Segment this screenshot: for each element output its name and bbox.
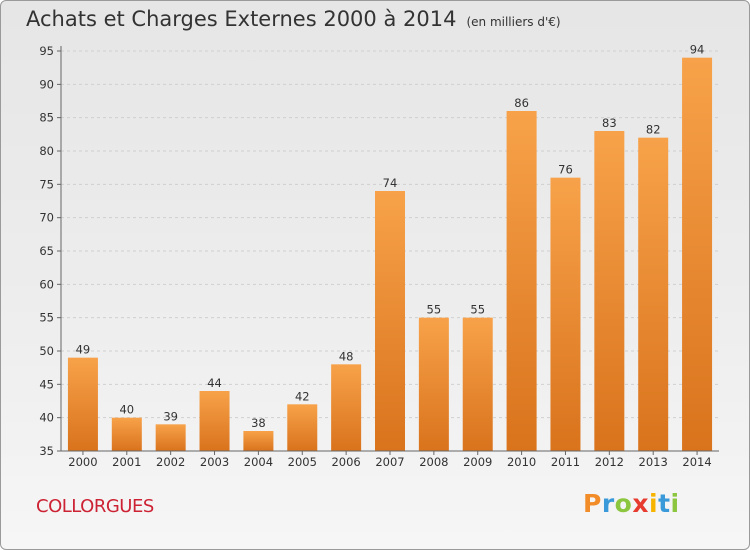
value-label: 38 [251,416,266,430]
x-tick-label: 2009 [463,455,492,469]
logo-letter: r [601,489,615,518]
x-tick-label: 2014 [682,455,711,469]
chart-subtitle: (en milliers d'€) [466,15,561,29]
bar [418,317,449,451]
y-tick-label: 45 [39,377,54,391]
x-tick-label: 2007 [375,455,404,469]
chart-title: Achats et Charges Externes 2000 à 2014 (e… [26,7,561,31]
x-tick-label: 2003 [200,455,229,469]
bar [287,404,318,451]
logo-letter: x [632,489,649,518]
value-label: 83 [602,116,617,130]
value-label: 42 [295,389,310,403]
logo-letter: P [583,489,602,518]
data-labels: 49 40 39 44 38 42 48 74 55 55 86 76 83 82 94 [76,43,705,430]
y-tick-label: 50 [39,344,54,358]
y-tick-label: 70 [39,211,54,225]
y-tick-label: 75 [39,177,54,191]
x-tick-label: 2002 [156,455,185,469]
y-tick-label: 35 [39,444,54,458]
y-tick-label: 60 [39,277,54,291]
proxiti-logo: Proxiti [583,489,680,518]
value-label: 55 [427,303,442,317]
bar [375,191,405,451]
bar [331,364,362,451]
x-tick-label: 2011 [551,455,580,469]
y-tick-label: 90 [39,77,54,91]
bar [682,57,713,452]
y-tick-label: 80 [39,144,54,158]
value-label: 82 [646,123,661,137]
bar [111,417,142,451]
commune-name: COLLORGUES [36,496,154,517]
x-tick-label: 2008 [419,455,448,469]
bar [550,177,581,451]
value-label: 76 [558,163,573,177]
value-label: 55 [470,303,485,317]
bar [67,357,98,451]
bar [199,391,230,451]
value-label: 48 [339,349,354,363]
value-label: 44 [207,376,222,390]
title-text: Achats et Charges Externes 2000 à 2014 [26,7,457,31]
value-label: 86 [514,96,529,110]
x-tick-label: 2004 [244,455,273,469]
value-label: 49 [76,343,91,357]
y-tick-label: 95 [39,44,54,58]
x-tick-label: 2005 [288,455,317,469]
logo-letter: o [614,489,633,518]
bar [462,317,493,451]
bar [506,111,537,451]
x-tick-label: 2006 [331,455,360,469]
value-label: 39 [163,409,178,423]
axes: 35 40 45 50 55 60 65 70 75 80 85 90 95 2000 2001 2002 20… [39,44,719,469]
bar [594,131,625,451]
value-label: 74 [383,176,398,190]
bar [155,424,186,451]
logo-letter: i [670,489,680,518]
logo-letter: t [658,489,671,518]
bars [67,57,713,452]
x-tick-label: 2001 [112,455,141,469]
logo-letter: i [649,489,659,518]
x-tick-label: 2012 [595,455,624,469]
y-tick-label: 40 [39,411,54,425]
y-tick-label: 65 [39,244,54,258]
bar [243,431,274,451]
y-tick-label: 55 [39,311,54,325]
x-tick-label: 2013 [639,455,668,469]
bar [638,137,669,451]
x-tick-label: 2010 [507,455,536,469]
value-label: 94 [690,43,705,57]
value-label: 40 [119,403,134,417]
y-tick-label: 85 [39,111,54,125]
x-tick-label: 2000 [68,455,97,469]
